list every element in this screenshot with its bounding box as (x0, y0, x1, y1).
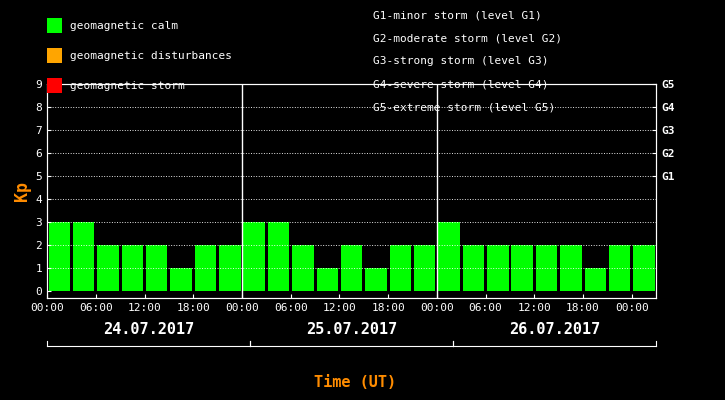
Bar (219, 245, 241, 291)
Bar (97, 245, 119, 291)
Bar (146, 245, 167, 291)
Bar (244, 222, 265, 291)
Bar (292, 245, 314, 291)
Text: G3-strong storm (level G3): G3-strong storm (level G3) (373, 56, 549, 66)
Bar (609, 245, 630, 291)
Bar (317, 268, 338, 291)
Bar (584, 268, 606, 291)
Text: G1-minor storm (level G1): G1-minor storm (level G1) (373, 10, 542, 20)
Text: G2-moderate storm (level G2): G2-moderate storm (level G2) (373, 33, 563, 43)
Bar (389, 245, 411, 291)
Text: 24.07.2017: 24.07.2017 (103, 322, 194, 338)
Bar (49, 222, 70, 291)
Bar (463, 245, 484, 291)
Bar (560, 245, 581, 291)
Text: Time (UT): Time (UT) (314, 375, 397, 390)
Text: geomagnetic calm: geomagnetic calm (70, 20, 178, 31)
Bar (439, 222, 460, 291)
Text: G5-extreme storm (level G5): G5-extreme storm (level G5) (373, 103, 555, 113)
Text: 25.07.2017: 25.07.2017 (306, 322, 397, 338)
Bar (365, 268, 386, 291)
Bar (414, 245, 436, 291)
Bar (633, 245, 655, 291)
Bar (268, 222, 289, 291)
Bar (195, 245, 216, 291)
Text: geomagnetic disturbances: geomagnetic disturbances (70, 51, 232, 61)
Bar (122, 245, 143, 291)
Bar (73, 222, 94, 291)
Bar (511, 245, 533, 291)
Text: G4-severe storm (level G4): G4-severe storm (level G4) (373, 80, 549, 90)
Y-axis label: Kp: Kp (13, 181, 31, 201)
Bar (341, 245, 362, 291)
Text: 26.07.2017: 26.07.2017 (509, 322, 600, 338)
Bar (487, 245, 508, 291)
Bar (170, 268, 192, 291)
Text: geomagnetic storm: geomagnetic storm (70, 81, 185, 91)
Bar (536, 245, 558, 291)
